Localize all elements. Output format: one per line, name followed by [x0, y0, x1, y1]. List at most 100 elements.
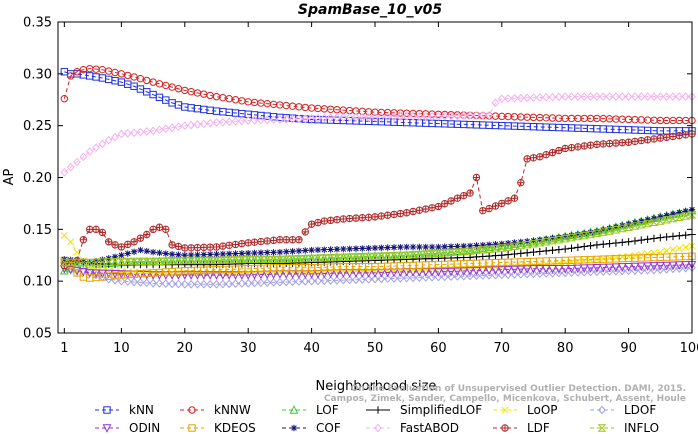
data-point-cof [168, 251, 176, 258]
data-point-inflo [535, 239, 545, 247]
watermark-line-1: On the Evaluation of Unsupervised Outlie… [351, 384, 686, 394]
data-point-fastabod [650, 92, 658, 101]
data-point-fastabod [174, 122, 183, 132]
data-point-fastabod [535, 93, 544, 102]
data-point-simplifiedlof [479, 252, 487, 261]
data-point-fastabod [276, 115, 284, 124]
data-point-cof [504, 240, 512, 247]
data-point-odin [624, 262, 634, 272]
data-point-odin [586, 264, 595, 273]
data-point-fastabod [593, 92, 601, 101]
data-point-ldof [409, 273, 417, 283]
data-point-fastabod [434, 111, 443, 121]
data-point-cof [111, 253, 119, 261]
data-point-fastabod [656, 92, 665, 101]
data-point-inflo [294, 255, 304, 263]
data-point-loop [67, 238, 75, 246]
data-point-odin [560, 265, 570, 274]
data-point-inflo [484, 245, 494, 253]
data-point-fastabod [675, 92, 684, 101]
data-point-ldof [282, 277, 291, 287]
data-point-ldf [681, 131, 690, 139]
data-point-odin [218, 271, 228, 280]
data-point-odin [446, 267, 456, 277]
data-point-simplifiedlof [586, 242, 595, 250]
data-point-fastabod [123, 128, 132, 138]
data-point-ldf [637, 136, 645, 145]
data-point-ldf [168, 241, 176, 249]
data-point-ldf [288, 236, 297, 244]
data-point-simplifiedlof [498, 251, 506, 259]
data-point-odin [205, 271, 215, 280]
legend-swatch-marker [102, 424, 112, 433]
data-point-inflo [465, 247, 475, 255]
data-point-knnw [117, 70, 126, 78]
data-point-fastabod [529, 93, 538, 103]
y-tick-label: 0.35 [23, 16, 52, 31]
data-point-fastabod [333, 113, 341, 122]
data-point-cof [384, 244, 391, 251]
y-tick-label: 0.10 [23, 275, 52, 290]
data-point-odin [548, 265, 557, 274]
x-tick-label: 60 [430, 341, 447, 356]
data-point-ldf [612, 139, 620, 147]
data-point-fastabod [396, 112, 405, 121]
data-point-inflo [389, 251, 399, 260]
data-point-fastabod [618, 92, 627, 101]
data-point-inflo [573, 232, 583, 241]
data-point-ldof [142, 278, 151, 288]
data-point-inflo [186, 256, 196, 265]
data-point-ldof [104, 274, 113, 284]
data-point-simplifiedlof [574, 243, 582, 252]
data-point-fastabod [320, 113, 329, 123]
data-point-ldof [497, 270, 506, 280]
data-point-odin [674, 261, 684, 270]
data-point-cof [676, 209, 683, 216]
data-point-ldof [263, 278, 272, 287]
data-point-ldf [523, 155, 531, 163]
data-point-simplifiedlof [631, 237, 639, 245]
data-point-fastabod [231, 116, 240, 126]
data-point-inflo [205, 256, 215, 265]
data-point-inflo [364, 252, 374, 261]
data-point-ldf [371, 213, 379, 221]
data-point-inflo [560, 234, 570, 243]
data-point-cof [460, 242, 467, 250]
data-point-ldof [161, 279, 170, 289]
data-point-inflo [668, 214, 678, 223]
data-point-ldf [618, 139, 626, 147]
data-point-fastabod [440, 111, 449, 121]
data-point-fastabod [612, 92, 620, 101]
data-point-ldf [383, 211, 392, 219]
data-point-ldf [187, 244, 195, 252]
data-point-fastabod [459, 111, 468, 120]
data-point-ldof [250, 278, 259, 288]
data-point-ldf [174, 242, 183, 251]
data-point-fastabod [244, 116, 253, 125]
data-point-fastabod [104, 135, 113, 145]
data-point-inflo [193, 256, 202, 265]
data-point-ldf [548, 149, 557, 157]
series-inflo [59, 211, 697, 267]
data-point-ldof [136, 278, 145, 287]
data-point-simplifiedlof [637, 236, 645, 244]
x-tick-label: 1 [60, 341, 68, 356]
data-point-cof [251, 249, 258, 257]
data-point-ldf [396, 209, 405, 218]
data-point-ldof [402, 273, 411, 283]
data-point-knnw [66, 72, 75, 80]
data-point-inflo [421, 250, 431, 258]
data-point-simplifiedlof [618, 238, 626, 247]
data-point-ldf [675, 131, 684, 140]
data-point-fastabod [599, 92, 608, 101]
data-point-simplifiedlof [377, 256, 386, 264]
data-point-simplifiedlof [371, 256, 379, 265]
data-point-inflo [649, 218, 659, 226]
data-point-cof [428, 243, 436, 251]
data-point-inflo [370, 252, 380, 260]
data-point-inflo [142, 257, 152, 266]
data-point-odin [186, 271, 196, 280]
series-fastabod [60, 92, 696, 177]
data-point-simplifiedlof [295, 259, 303, 267]
